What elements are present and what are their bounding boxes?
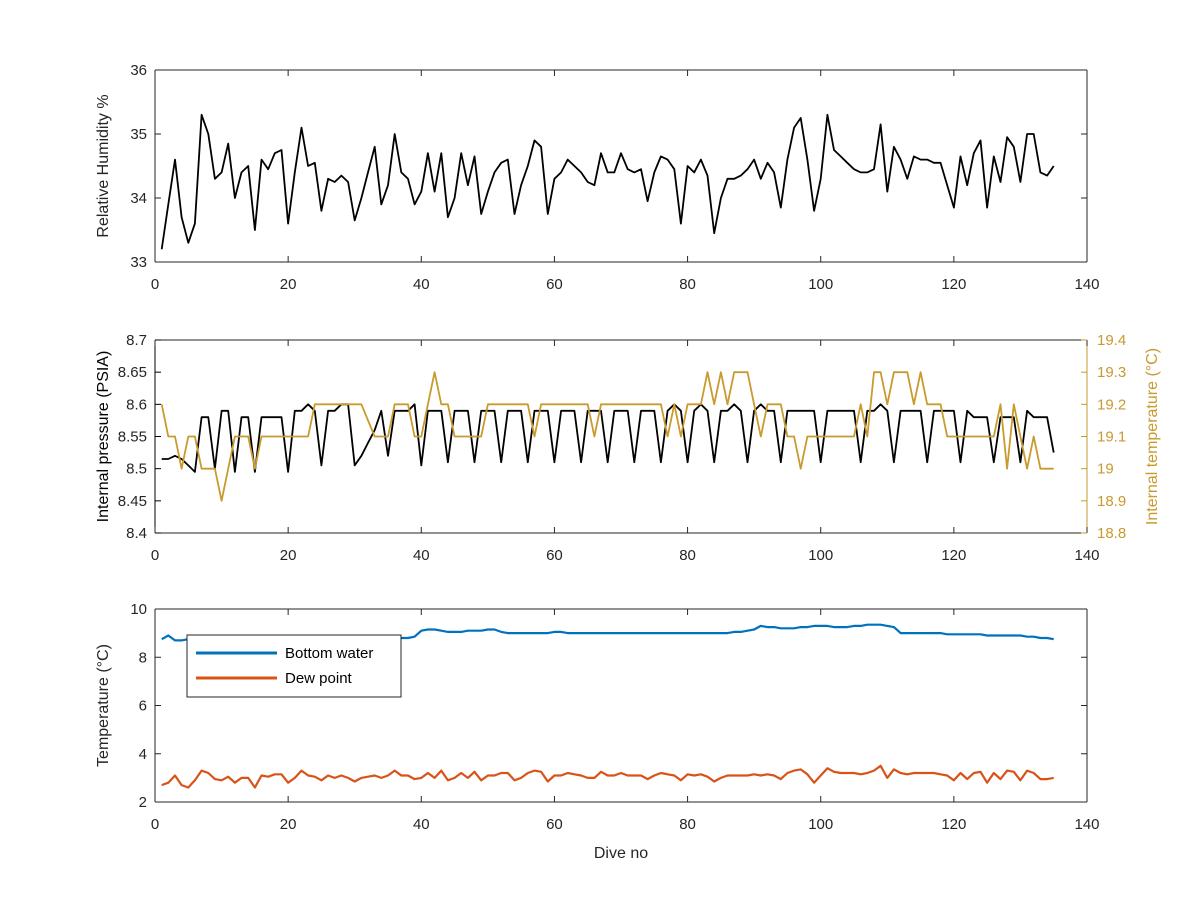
y-tick-label: 8.45 — [118, 493, 147, 510]
x-tick-label: 40 — [413, 816, 430, 833]
x-tick-label: 20 — [280, 547, 297, 564]
pressure-temperature-panel: 0 20 40 60 80 100 120 140 8.4 8.45 8.5 8.55 8.6 8.65 8… — [95, 332, 1161, 564]
x-tick-label: 140 — [1074, 276, 1099, 293]
y2-axis-label: Internal temperature (°C) — [1144, 348, 1161, 525]
temperature-panel: 0 20 40 60 80 100 120 140 2 4 6 8 10 Temperature (°C)… — [95, 601, 1100, 862]
x-tick-label: 0 — [151, 547, 159, 564]
x-tick-label: 0 — [151, 816, 159, 833]
x-tick-label: 100 — [808, 547, 833, 564]
series-0-line — [161, 403, 1055, 473]
x-tick-label: 100 — [808, 816, 833, 833]
y-axis-label: Internal pressure (PSIA) — [95, 351, 112, 523]
legend-box — [186, 634, 402, 698]
y-tick-label: 10 — [130, 601, 147, 618]
x-tick-label: 80 — [679, 547, 696, 564]
y-tick-label: 8.4 — [126, 525, 147, 542]
y-tick-label: 8.5 — [126, 461, 147, 478]
x-tick-label: 40 — [413, 276, 430, 293]
x-tick-label: 140 — [1074, 816, 1099, 833]
y-tick-label: 36 — [130, 62, 147, 79]
y2-tick-label: 18.9 — [1097, 493, 1126, 510]
y-tick-label: 8.6 — [126, 396, 147, 413]
dew-point-line — [161, 764, 1054, 789]
y-axis-label: Relative Humidity % — [95, 94, 112, 237]
legend: Bottom water Dew point — [186, 634, 402, 698]
y-tick-label: 8.65 — [118, 364, 147, 381]
y-tick-label: 8 — [139, 649, 147, 666]
series-0-line — [160, 113, 1055, 250]
x-tick-label: 20 — [280, 276, 297, 293]
y2-tick-label: 19.1 — [1097, 429, 1126, 446]
x-tick-label: 80 — [679, 816, 696, 833]
y2-tick-label: 18.8 — [1097, 525, 1126, 542]
x-tick-label: 120 — [941, 547, 966, 564]
y-tick-label: 6 — [139, 698, 147, 715]
series-1-line — [160, 371, 1054, 502]
x-tick-label: 80 — [679, 276, 696, 293]
x-tick-label: 20 — [280, 816, 297, 833]
legend-label-dew-point: Dew point — [285, 670, 353, 687]
y-tick-label: 34 — [130, 190, 147, 207]
y2-tick-label: 19 — [1097, 461, 1114, 478]
y-tick-label: 33 — [130, 254, 147, 271]
y2-tick-label: 19.2 — [1097, 396, 1126, 413]
y2-tick-label: 19.3 — [1097, 364, 1126, 381]
x-tick-label: 60 — [546, 276, 563, 293]
x-tick-label: 60 — [546, 547, 563, 564]
x-tick-label: 60 — [546, 816, 563, 833]
y-tick-label: 35 — [130, 126, 147, 143]
x-tick-label: 120 — [941, 816, 966, 833]
y-axis-label: Temperature (°C) — [95, 644, 112, 767]
y-tick-label: 2 — [139, 794, 147, 811]
x-tick-label: 40 — [413, 547, 430, 564]
x-axis-label: Dive no — [594, 845, 648, 862]
x-tick-label: 120 — [941, 276, 966, 293]
y2-tick-label: 19.4 — [1097, 332, 1126, 349]
x-tick-label: 0 — [151, 276, 159, 293]
humidity-panel: 0 20 40 60 80 100 120 140 33 34 35 36 Relative Humid… — [95, 62, 1100, 293]
x-tick-label: 140 — [1074, 547, 1099, 564]
legend-label-bottom-water: Bottom water — [285, 645, 373, 662]
y-tick-label: 8.7 — [126, 332, 147, 349]
plot-area — [155, 70, 1087, 262]
plot-area — [155, 340, 1087, 533]
x-tick-label: 100 — [808, 276, 833, 293]
y-tick-label: 8.55 — [118, 429, 147, 446]
y-tick-label: 4 — [139, 746, 147, 763]
